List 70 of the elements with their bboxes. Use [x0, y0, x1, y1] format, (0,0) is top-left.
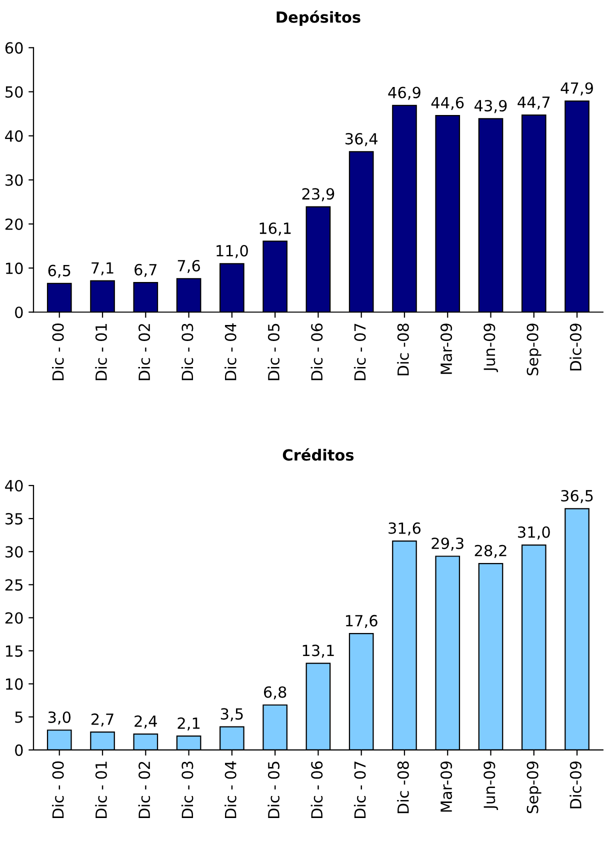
x-tick-label: Dic - 05 — [268, 762, 280, 818]
y-tick-label: 30 — [5, 174, 23, 186]
data-label: 6,7 — [134, 264, 156, 278]
data-label: 36,4 — [345, 133, 378, 146]
x-tick-label: Dic - 02 — [138, 762, 150, 818]
x-tick-label: Mar-09 — [440, 324, 452, 374]
x-tick-label: Dic -08 — [397, 324, 409, 376]
x-tick-label: Mar-09 — [440, 761, 452, 812]
x-tick-label: Dic - 01 — [95, 762, 107, 818]
x-tick-label: Dic - 00 — [52, 324, 64, 380]
x-tick-label: Dic - 06 — [310, 761, 323, 818]
data-label: 3,0 — [48, 711, 71, 725]
data-label: 44,6 — [431, 96, 464, 110]
y-tick-label: 30 — [5, 546, 23, 558]
x-tick-label: Dic - 00 — [52, 761, 64, 818]
data-label: 31,0 — [518, 526, 550, 540]
data-label: 17,6 — [346, 614, 378, 628]
x-tick-label: Dic - 03 — [181, 324, 194, 380]
data-label: 6,8 — [264, 686, 286, 700]
data-label: 7,6 — [178, 260, 200, 274]
y-tick-label: 40 — [5, 130, 23, 142]
x-tick-label: Dic - 01 — [95, 324, 107, 380]
x-tick-label: Dic - 04 — [224, 761, 236, 818]
data-label: 6,5 — [48, 264, 70, 278]
x-tick-label: Dic -08 — [397, 761, 409, 814]
y-tick-label: 5 — [15, 712, 22, 723]
x-tick-label: Dic - 06 — [310, 323, 323, 380]
x-tick-label: Dic - 07 — [354, 762, 366, 818]
y-tick-label: 60 — [5, 42, 23, 54]
chart-title: Créditos — [282, 448, 354, 461]
x-tick-label: Jun-09 — [484, 761, 498, 810]
y-tick-label: 20 — [5, 218, 23, 230]
data-label: 2,7 — [91, 713, 114, 727]
y-tick-label: 35 — [5, 513, 22, 525]
y-tick-label: 15 — [6, 645, 22, 657]
data-label: 11,0 — [216, 244, 248, 258]
data-label: 44,7 — [518, 96, 550, 110]
data-label: 2,4 — [134, 715, 157, 729]
x-tick-label: Dic - 03 — [181, 762, 194, 818]
y-tick-label: 10 — [6, 262, 23, 274]
x-tick-label: Dic - 05 — [268, 324, 280, 380]
x-tick-label: Dic - 04 — [224, 323, 236, 380]
data-label: 31,6 — [388, 522, 421, 536]
data-label: 16,1 — [260, 222, 291, 236]
y-tick-label: 40 — [5, 480, 23, 492]
y-tick-label: 0 — [15, 744, 23, 756]
x-tick-label: Jun-09 — [484, 324, 498, 372]
data-label: 2,1 — [178, 717, 200, 731]
y-tick-label: 0 — [15, 306, 23, 318]
data-label: 43,9 — [474, 100, 507, 114]
data-label: 3,5 — [220, 708, 243, 722]
y-tick-label: 20 — [5, 612, 23, 624]
x-tick-label: Sep-09 — [526, 324, 542, 376]
data-label: 29,3 — [432, 538, 464, 551]
x-tick-label: Sep-09 — [526, 761, 542, 814]
data-label: 47,9 — [560, 82, 593, 96]
y-tick-label: 25 — [5, 579, 22, 591]
chart-title: Depósitos — [276, 10, 360, 26]
data-label: 28,2 — [474, 544, 506, 558]
data-label: 7,1 — [92, 262, 114, 276]
x-tick-label: Dic - 07 — [354, 324, 366, 380]
data-label: 13,1 — [302, 644, 334, 658]
data-label: 36,5 — [561, 490, 593, 504]
y-tick-label: 50 — [6, 86, 23, 98]
y-tick-label: 10 — [6, 678, 23, 690]
data-label: 23,9 — [302, 188, 334, 202]
data-label: 46,9 — [388, 86, 420, 100]
x-tick-label: Dic - 02 — [138, 324, 150, 380]
x-tick-label: Dic-09 — [570, 761, 582, 808]
x-tick-label: Dic-09 — [570, 324, 582, 370]
